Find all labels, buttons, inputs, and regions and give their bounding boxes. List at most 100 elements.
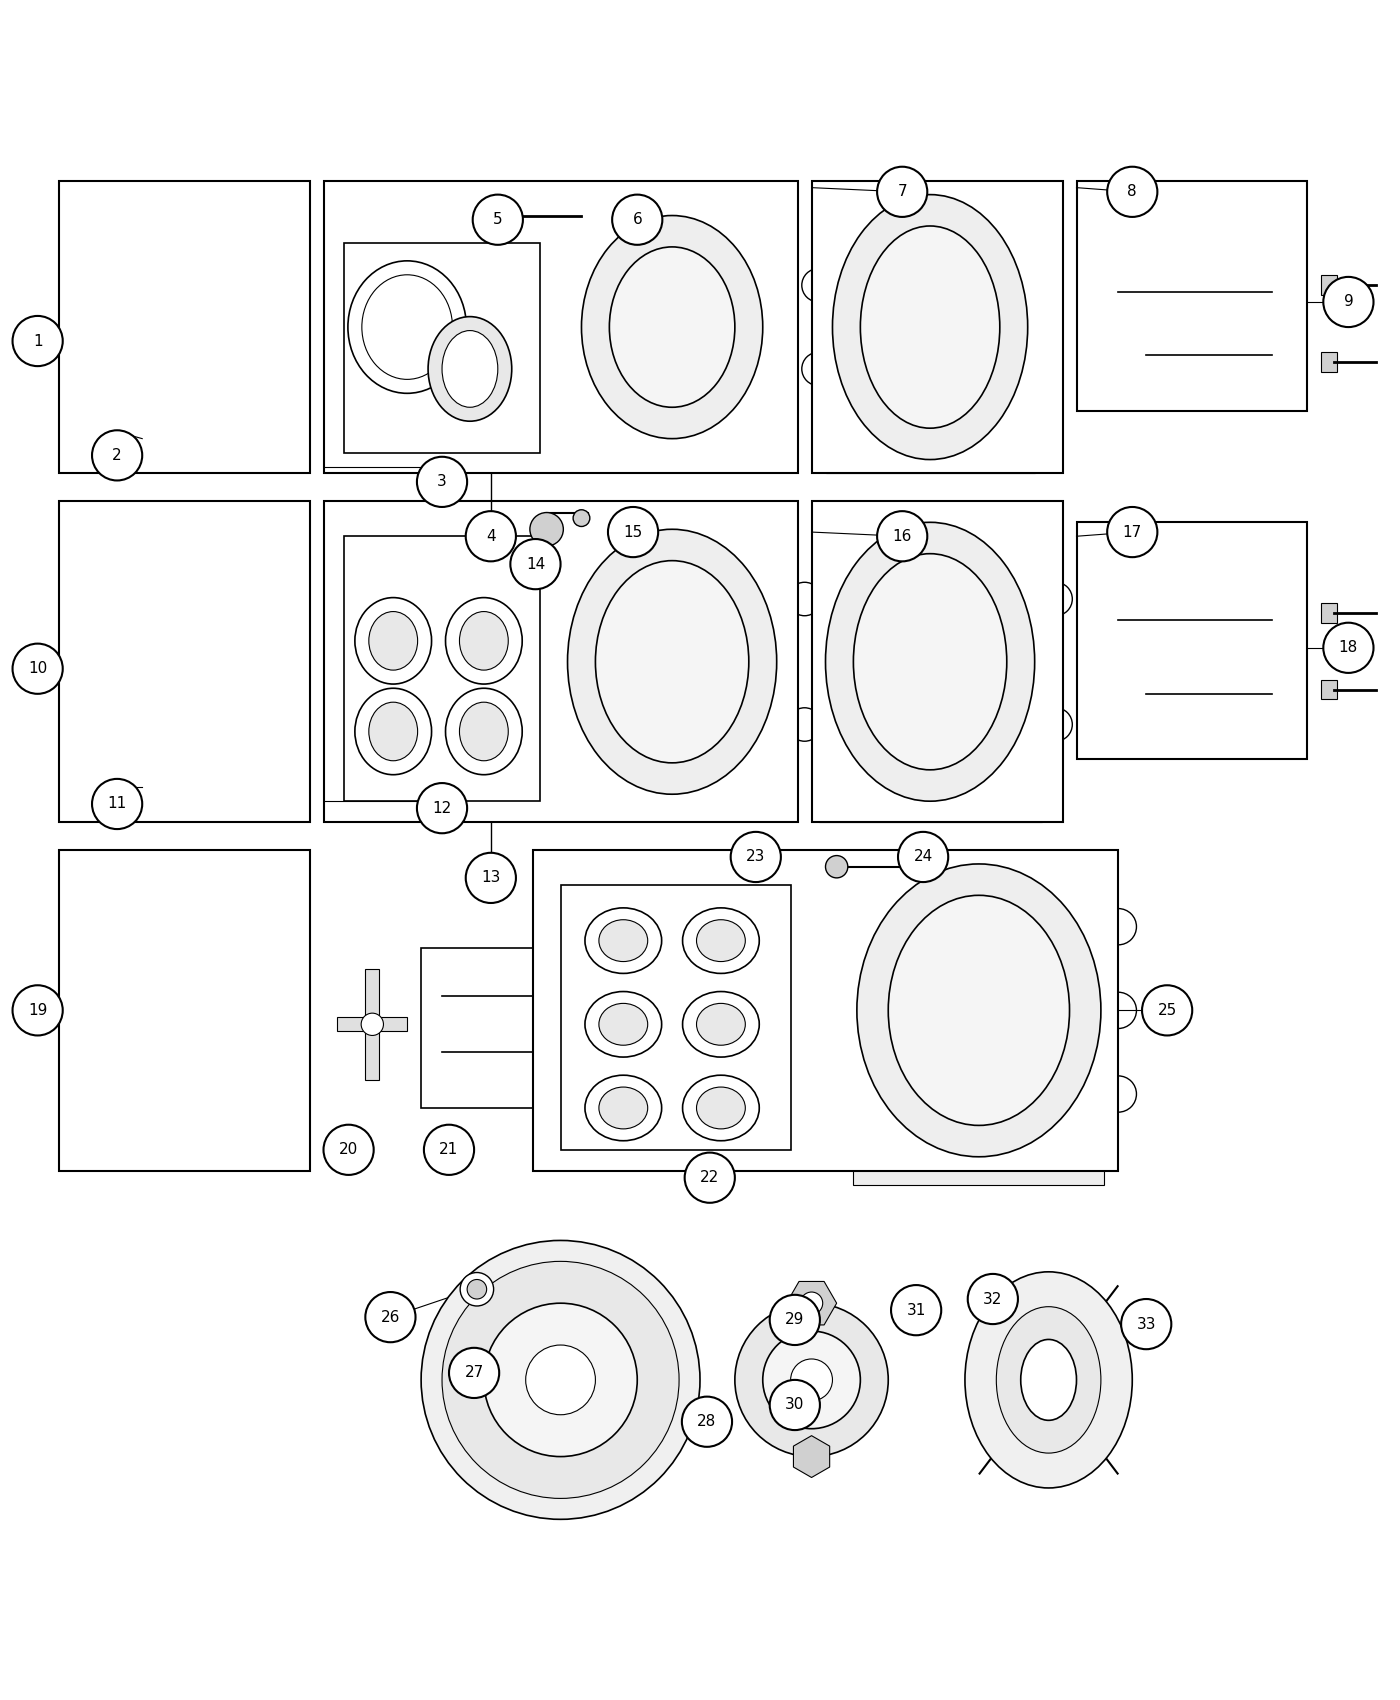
Text: 24: 24 <box>913 850 932 865</box>
Ellipse shape <box>683 1074 759 1141</box>
Circle shape <box>1100 1076 1137 1112</box>
Circle shape <box>1039 707 1072 741</box>
Ellipse shape <box>697 1003 745 1046</box>
Bar <box>344 536 539 801</box>
Circle shape <box>13 316 63 366</box>
Bar <box>581 396 763 452</box>
Circle shape <box>1142 986 1193 1035</box>
Circle shape <box>13 986 63 1035</box>
Circle shape <box>323 1125 374 1175</box>
Text: 21: 21 <box>440 1142 459 1158</box>
Text: 33: 33 <box>1137 1316 1156 1331</box>
Ellipse shape <box>697 1086 745 1129</box>
Text: 12: 12 <box>433 801 452 816</box>
Ellipse shape <box>459 702 508 762</box>
Text: 7: 7 <box>897 184 907 199</box>
Ellipse shape <box>585 908 662 974</box>
Circle shape <box>608 507 658 558</box>
Circle shape <box>574 204 596 226</box>
Ellipse shape <box>697 920 745 962</box>
Circle shape <box>822 1076 858 1112</box>
Ellipse shape <box>349 260 466 393</box>
Text: 25: 25 <box>1158 1003 1177 1018</box>
Bar <box>854 1108 1105 1185</box>
Text: 8: 8 <box>1127 184 1137 199</box>
Circle shape <box>466 853 517 903</box>
Bar <box>101 230 122 250</box>
Circle shape <box>1107 167 1158 218</box>
Circle shape <box>822 908 858 945</box>
Bar <box>833 529 1028 571</box>
Circle shape <box>1025 269 1058 303</box>
Circle shape <box>685 1153 735 1204</box>
Ellipse shape <box>833 194 1028 459</box>
Circle shape <box>788 583 822 615</box>
FancyBboxPatch shape <box>168 571 244 780</box>
Circle shape <box>735 1304 888 1457</box>
Circle shape <box>967 1273 1018 1324</box>
Bar <box>1119 338 1144 372</box>
Text: 22: 22 <box>700 1170 720 1185</box>
Circle shape <box>468 1280 487 1299</box>
Circle shape <box>92 430 143 481</box>
Circle shape <box>529 512 563 546</box>
Bar <box>87 792 129 808</box>
Text: 11: 11 <box>108 797 127 811</box>
Circle shape <box>466 512 517 561</box>
Text: 16: 16 <box>893 529 911 544</box>
Text: 28: 28 <box>697 1414 717 1430</box>
Circle shape <box>1039 583 1072 615</box>
Circle shape <box>1100 993 1137 1028</box>
Ellipse shape <box>599 1086 648 1129</box>
Text: 23: 23 <box>746 850 766 865</box>
Ellipse shape <box>1021 1340 1077 1420</box>
Circle shape <box>365 1292 416 1343</box>
FancyBboxPatch shape <box>87 257 157 439</box>
Circle shape <box>1323 277 1373 326</box>
Bar <box>840 209 1021 250</box>
Circle shape <box>1100 908 1137 945</box>
Circle shape <box>897 831 948 882</box>
Bar <box>421 947 560 1108</box>
Circle shape <box>612 194 662 245</box>
Text: 5: 5 <box>493 212 503 228</box>
FancyBboxPatch shape <box>102 908 158 1134</box>
Circle shape <box>536 1046 550 1059</box>
Circle shape <box>573 510 589 527</box>
Ellipse shape <box>965 1272 1133 1488</box>
Ellipse shape <box>585 1074 662 1141</box>
Circle shape <box>461 1273 494 1306</box>
Ellipse shape <box>354 598 431 683</box>
Bar <box>323 180 798 474</box>
Circle shape <box>424 1125 475 1175</box>
Text: 14: 14 <box>526 556 545 571</box>
Circle shape <box>914 858 931 876</box>
Circle shape <box>802 269 836 303</box>
Bar <box>101 445 136 459</box>
Ellipse shape <box>459 612 508 670</box>
Bar <box>176 445 211 459</box>
Bar <box>1119 677 1144 711</box>
Ellipse shape <box>861 226 1000 428</box>
Bar <box>812 502 1063 823</box>
Ellipse shape <box>595 561 749 763</box>
Circle shape <box>826 855 848 877</box>
Circle shape <box>13 644 63 694</box>
Circle shape <box>92 779 143 830</box>
Circle shape <box>1323 622 1373 673</box>
Bar <box>1320 352 1337 372</box>
Bar <box>812 180 1063 474</box>
Bar <box>337 1017 407 1032</box>
Bar <box>178 792 220 808</box>
Circle shape <box>791 1358 833 1401</box>
Circle shape <box>525 1345 595 1414</box>
Text: 6: 6 <box>633 212 643 228</box>
Circle shape <box>1025 352 1058 386</box>
Bar <box>1077 522 1306 760</box>
Text: 32: 32 <box>983 1292 1002 1307</box>
Text: 30: 30 <box>785 1397 805 1413</box>
Bar <box>178 551 206 566</box>
Bar <box>365 969 379 1080</box>
Text: 18: 18 <box>1338 641 1358 654</box>
Text: 15: 15 <box>623 525 643 539</box>
